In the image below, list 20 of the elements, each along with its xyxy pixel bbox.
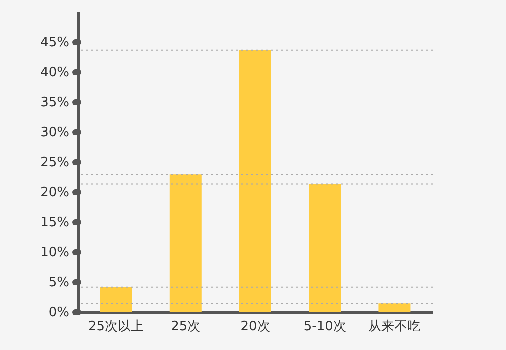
- x-tick-label: 20次: [240, 320, 270, 334]
- x-tick-label: 25次: [171, 320, 201, 334]
- y-tick-label: 0%: [48, 306, 70, 320]
- y-tick-label: 25%: [40, 156, 70, 170]
- bar: [240, 50, 272, 312]
- y-tick-label: 40%: [40, 66, 70, 80]
- x-tick-label: 从来不吃: [368, 320, 421, 334]
- bar: [309, 184, 342, 312]
- y-tick-label: 30%: [40, 126, 70, 140]
- bar: [100, 287, 132, 312]
- y-tick-label: 10%: [40, 246, 70, 260]
- y-tick-label: 20%: [40, 186, 70, 200]
- x-tick-label: 25次以上: [88, 320, 144, 334]
- y-tick-label: 5%: [48, 276, 70, 290]
- bar: [378, 304, 411, 312]
- y-tick-label: 35%: [40, 96, 70, 110]
- y-tick-label: 15%: [40, 216, 70, 230]
- x-tick-label: 5-10次: [304, 320, 346, 334]
- bar: [170, 174, 202, 312]
- y-tick-label: 45%: [40, 36, 70, 50]
